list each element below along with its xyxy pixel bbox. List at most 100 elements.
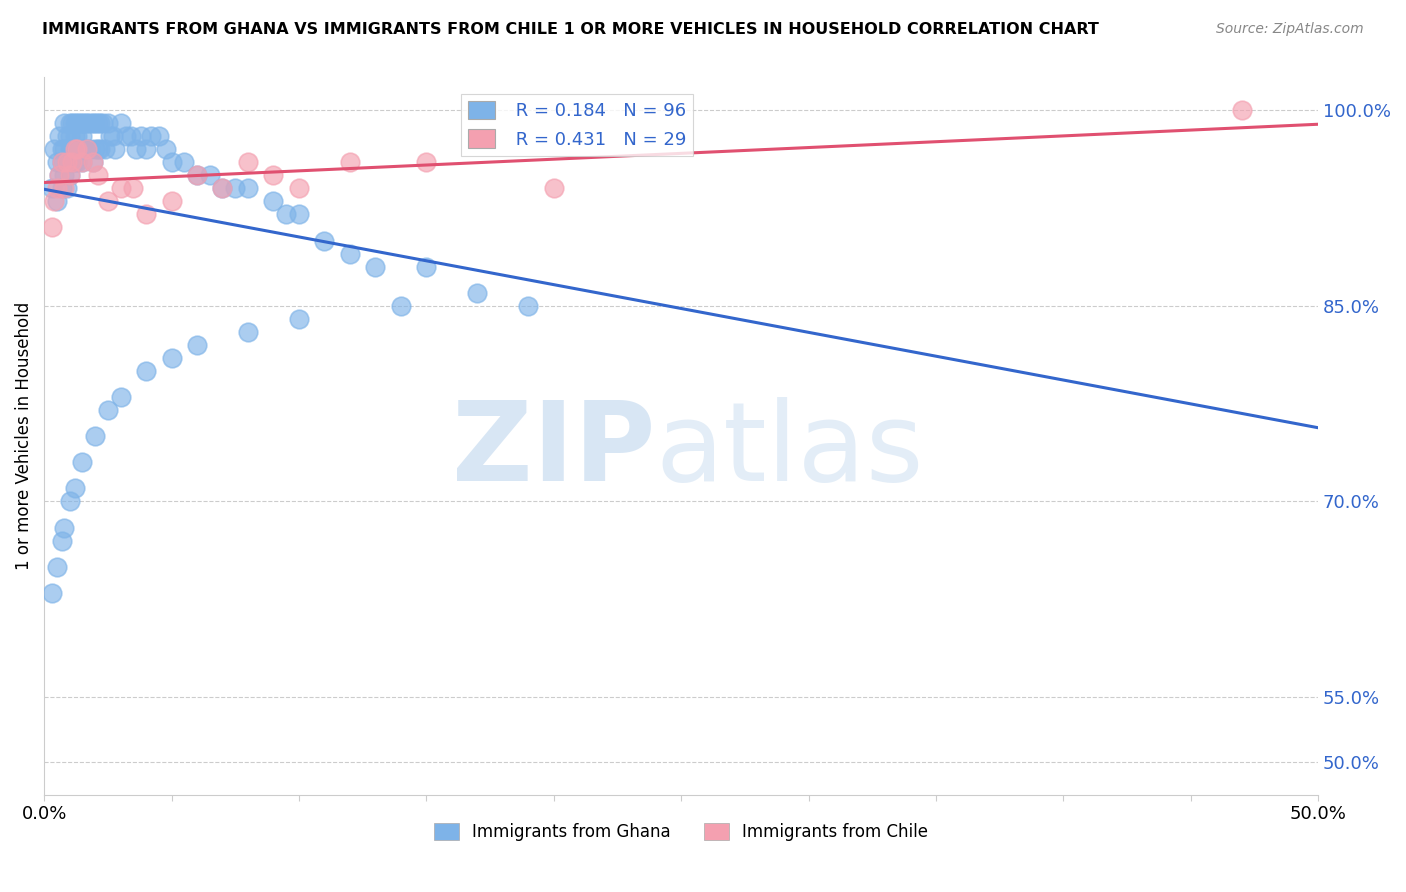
Point xyxy=(97,194,120,209)
Point xyxy=(211,181,233,195)
Point xyxy=(53,169,76,183)
Y-axis label: 1 or more Vehicles in Household: 1 or more Vehicles in Household xyxy=(15,302,32,570)
Point xyxy=(63,142,86,156)
Point xyxy=(114,129,136,144)
Point xyxy=(86,169,108,183)
Point xyxy=(58,116,80,130)
Point xyxy=(465,285,488,300)
Point xyxy=(110,181,132,195)
Point xyxy=(104,142,127,156)
Point xyxy=(66,129,89,144)
Point xyxy=(262,169,284,183)
Point xyxy=(69,142,91,156)
Point xyxy=(60,155,83,169)
Point xyxy=(58,494,80,508)
Point xyxy=(69,116,91,130)
Point xyxy=(91,116,114,130)
Point xyxy=(44,194,66,209)
Point xyxy=(198,169,221,183)
Point xyxy=(58,169,80,183)
Point xyxy=(51,533,73,548)
Point xyxy=(86,142,108,156)
Point xyxy=(41,181,63,195)
Point xyxy=(97,116,120,130)
Point xyxy=(224,181,246,195)
Point xyxy=(72,155,94,169)
Point xyxy=(60,142,83,156)
Point xyxy=(135,364,157,378)
Point xyxy=(76,142,98,156)
Point xyxy=(79,116,101,130)
Point xyxy=(79,142,101,156)
Point xyxy=(73,142,96,156)
Point xyxy=(101,129,124,144)
Point xyxy=(45,155,67,169)
Point xyxy=(186,169,208,183)
Point xyxy=(110,390,132,404)
Point xyxy=(56,181,79,195)
Point xyxy=(98,129,121,144)
Point xyxy=(415,155,437,169)
Point xyxy=(66,116,89,130)
Point xyxy=(543,181,565,195)
Point xyxy=(236,325,259,339)
Point xyxy=(60,155,83,169)
Point xyxy=(76,142,98,156)
Point xyxy=(89,142,111,156)
Point xyxy=(314,234,336,248)
Point xyxy=(41,586,63,600)
Point xyxy=(63,482,86,496)
Point xyxy=(48,169,70,183)
Point xyxy=(63,155,86,169)
Point xyxy=(41,220,63,235)
Point xyxy=(58,155,80,169)
Point xyxy=(82,116,104,130)
Point xyxy=(110,116,132,130)
Point xyxy=(51,181,73,195)
Point xyxy=(53,116,76,130)
Point xyxy=(122,181,145,195)
Point xyxy=(73,116,96,130)
Point xyxy=(56,129,79,144)
Point xyxy=(66,142,89,156)
Point xyxy=(72,129,94,144)
Point xyxy=(58,129,80,144)
Text: IMMIGRANTS FROM GHANA VS IMMIGRANTS FROM CHILE 1 OR MORE VEHICLES IN HOUSEHOLD C: IMMIGRANTS FROM GHANA VS IMMIGRANTS FROM… xyxy=(42,22,1099,37)
Point xyxy=(72,116,94,130)
Point xyxy=(63,129,86,144)
Point xyxy=(262,194,284,209)
Point xyxy=(415,260,437,274)
Point xyxy=(173,155,195,169)
Point xyxy=(160,155,183,169)
Point xyxy=(53,181,76,195)
Point xyxy=(236,181,259,195)
Point xyxy=(82,155,104,169)
Point xyxy=(84,142,107,156)
Point xyxy=(135,207,157,221)
Point xyxy=(276,207,298,221)
Point xyxy=(82,155,104,169)
Point xyxy=(389,299,412,313)
Point xyxy=(51,155,73,169)
Point xyxy=(44,142,66,156)
Point xyxy=(86,116,108,130)
Point xyxy=(89,116,111,130)
Text: ZIP: ZIP xyxy=(453,397,655,504)
Point xyxy=(288,181,311,195)
Point xyxy=(186,169,208,183)
Point xyxy=(76,116,98,130)
Point xyxy=(63,116,86,130)
Point xyxy=(48,169,70,183)
Point xyxy=(53,142,76,156)
Point xyxy=(155,142,177,156)
Point xyxy=(53,520,76,534)
Point xyxy=(364,260,387,274)
Point xyxy=(288,311,311,326)
Point xyxy=(72,155,94,169)
Point xyxy=(160,351,183,365)
Point xyxy=(288,207,311,221)
Point xyxy=(45,194,67,209)
Point xyxy=(139,129,162,144)
Point xyxy=(339,246,361,260)
Point xyxy=(186,338,208,352)
